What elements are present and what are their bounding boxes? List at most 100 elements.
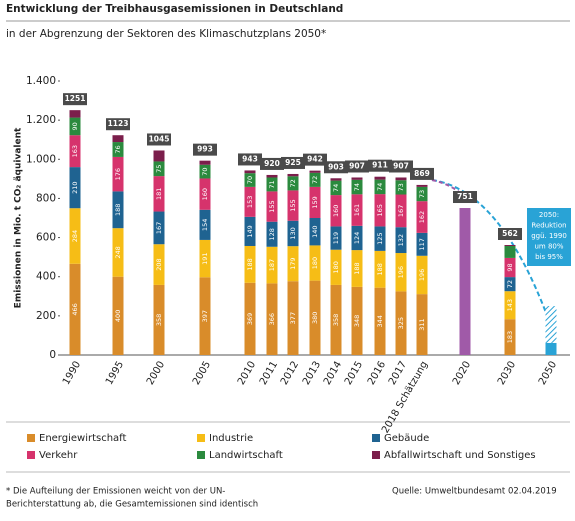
- annotation: um 80%: [534, 243, 563, 251]
- total-box: [106, 118, 130, 131]
- total-label: 925: [285, 158, 301, 167]
- bar-segment: [351, 194, 363, 226]
- value-label: 73: [397, 183, 405, 191]
- bar-segment: [374, 287, 386, 355]
- value-label: 248: [114, 246, 122, 258]
- annotation: ggü. 1990: [531, 232, 567, 240]
- legend-label: Abfallwirtschaft und Sonstiges: [384, 450, 536, 461]
- value-label: 369: [246, 313, 254, 325]
- bar-segment: [545, 342, 557, 355]
- total-box: [147, 133, 171, 146]
- x-tick-label: 2000: [145, 360, 167, 388]
- value-label: 311: [418, 318, 426, 330]
- bar-segment: [266, 283, 278, 355]
- trend-arrow: [431, 179, 549, 319]
- x-tick-label: 2013: [301, 360, 323, 388]
- bar-segment: [199, 178, 211, 210]
- value-label: 397: [201, 310, 209, 322]
- bar-segment: [545, 306, 557, 343]
- bar-segment: [395, 177, 407, 181]
- legend-label: Industrie: [209, 433, 253, 444]
- bar-segment: [374, 194, 386, 227]
- bar-segment: [330, 178, 342, 181]
- bar-segment: [330, 180, 342, 196]
- value-label: 188: [353, 262, 361, 274]
- total-label: 911: [372, 161, 388, 170]
- value-label: 160: [332, 205, 340, 217]
- value-label: 70: [246, 176, 254, 184]
- bar-segment: [112, 228, 124, 277]
- bar-segment: [504, 319, 516, 355]
- total-box: [324, 161, 348, 174]
- x-tick-label: 2015: [343, 360, 365, 388]
- value-label: 155: [268, 200, 276, 212]
- bar-segment: [69, 167, 81, 209]
- bar-segment: [416, 294, 428, 355]
- bar-segment: [112, 142, 124, 157]
- bar-segment: [153, 161, 165, 177]
- value-label: 325: [397, 317, 405, 329]
- value-label: 161: [353, 204, 361, 216]
- value-label: 162: [418, 211, 426, 223]
- y-tick-label: 200: [36, 310, 56, 322]
- bar-segment: [287, 190, 299, 221]
- bar-segment: [395, 227, 407, 254]
- value-label: 155: [289, 199, 297, 211]
- bar-segment: [69, 208, 81, 264]
- source: Quelle: Umweltbundesamt 02.04.2019: [392, 487, 557, 497]
- value-label: 117: [418, 238, 426, 250]
- total-label: 562: [502, 229, 518, 238]
- value-label: 130: [289, 227, 297, 239]
- value-label: 180: [311, 257, 319, 269]
- chart-title: Entwicklung der Treibhausgasemissionen i…: [6, 3, 343, 15]
- value-label: 74: [332, 184, 340, 192]
- bar-segment: [244, 282, 256, 355]
- bar-segment: [351, 250, 363, 287]
- value-label: 160: [201, 188, 209, 200]
- bar-segment: [416, 184, 428, 187]
- annotation-box: [527, 208, 571, 266]
- total-label: 1123: [108, 119, 129, 128]
- bar-segment: [112, 156, 124, 192]
- value-label: 188: [246, 258, 254, 270]
- x-tick-label: 1995: [104, 360, 126, 388]
- total-box: [303, 153, 327, 166]
- x-tick-label: 2017: [387, 360, 409, 388]
- bar-segment: [153, 284, 165, 355]
- bar-segment: [330, 195, 342, 227]
- value-label: 179: [289, 257, 297, 269]
- total-label: 943: [242, 154, 258, 163]
- annotation: Reduktion: [531, 222, 566, 230]
- value-label: 176: [114, 168, 122, 180]
- value-label: 358: [155, 314, 163, 326]
- x-tick-label: 1990: [61, 360, 83, 388]
- value-label: 72: [506, 280, 514, 288]
- total-label: 907: [393, 161, 409, 170]
- value-label: 73: [418, 190, 426, 198]
- value-label: 400: [114, 310, 122, 322]
- bar-segment: [69, 117, 81, 136]
- legend-swatch: [372, 434, 380, 442]
- value-label: 208: [155, 258, 163, 270]
- legend-label: Energiewirtschaft: [39, 433, 127, 444]
- bar-segment: [153, 176, 165, 212]
- legend-swatch: [372, 451, 380, 459]
- value-label: 188: [376, 263, 384, 275]
- value-label: 128: [268, 228, 276, 240]
- bar-segment: [266, 174, 278, 178]
- bar-segment: [374, 250, 386, 288]
- value-label: 71: [268, 180, 276, 188]
- total-label: 869: [414, 169, 430, 178]
- value-label: 165: [376, 204, 384, 216]
- bar-segment: [244, 186, 256, 217]
- bar-segment: [244, 173, 256, 187]
- value-label: 344: [376, 315, 384, 327]
- bar-segment: [199, 277, 211, 355]
- total-label: 942: [307, 155, 323, 164]
- bar-segment: [351, 177, 363, 180]
- bar-segment: [330, 249, 342, 285]
- bar-segment: [504, 277, 516, 292]
- legend-label: Gebäude: [384, 433, 429, 444]
- value-label: 153: [246, 196, 254, 208]
